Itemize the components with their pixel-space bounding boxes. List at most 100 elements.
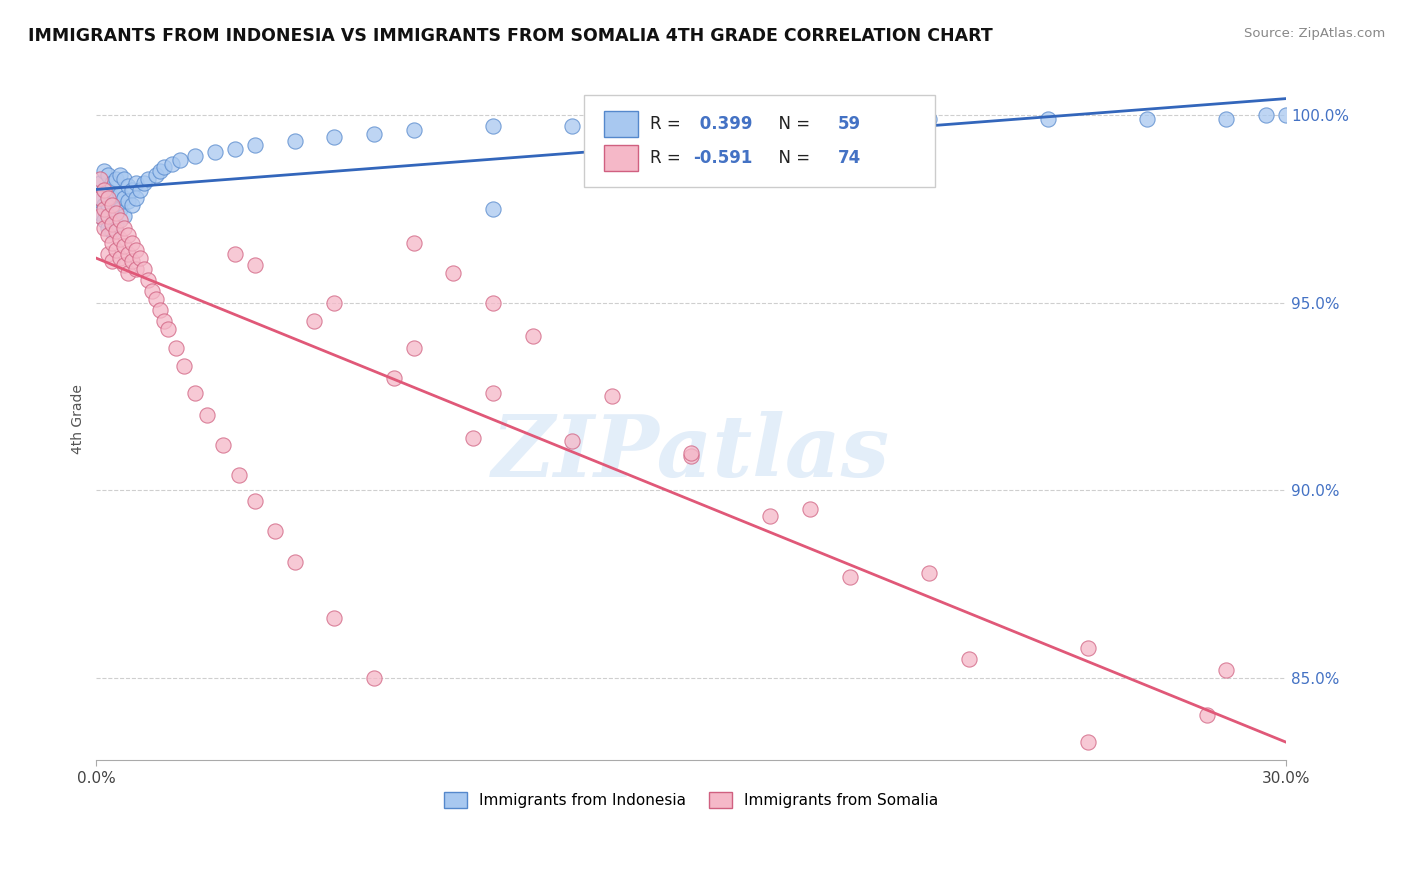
Point [145, 292, 167, 306]
Point [112, 190, 135, 204]
Point [1256, 108, 1278, 122]
Point [89, 205, 111, 219]
Point [117, 266, 139, 280]
Point [117, 228, 139, 243]
Point [97, 228, 120, 243]
Point [121, 183, 143, 197]
Point [89, 190, 111, 204]
Point [101, 176, 124, 190]
Point [108, 251, 131, 265]
Point [141, 285, 163, 299]
Point [125, 243, 148, 257]
Point [117, 247, 139, 261]
Point [918, 566, 941, 580]
Point [93, 213, 115, 227]
Point [482, 120, 505, 134]
Point [108, 213, 131, 227]
Text: 59: 59 [838, 115, 860, 133]
Point [97, 168, 120, 182]
Point [101, 254, 124, 268]
Point [145, 168, 167, 182]
Point [561, 434, 583, 449]
Point [441, 266, 464, 280]
Point [1215, 663, 1237, 677]
Point [93, 202, 115, 216]
FancyBboxPatch shape [605, 111, 638, 136]
Point [228, 468, 250, 483]
Point [173, 359, 195, 374]
Point [561, 120, 583, 134]
Text: IMMIGRANTS FROM INDONESIA VS IMMIGRANTS FROM SOMALIA 4TH GRADE CORRELATION CHART: IMMIGRANTS FROM INDONESIA VS IMMIGRANTS … [28, 27, 993, 45]
Text: 74: 74 [838, 149, 860, 167]
Point [121, 198, 143, 212]
Point [93, 183, 115, 197]
Point [89, 209, 111, 223]
Point [105, 243, 128, 257]
Point [101, 217, 124, 231]
Point [156, 322, 179, 336]
Point [97, 220, 120, 235]
Point [165, 341, 187, 355]
Point [97, 247, 120, 261]
Point [212, 438, 235, 452]
Point [799, 502, 821, 516]
Point [105, 202, 128, 216]
Point [600, 389, 623, 403]
Point [105, 205, 128, 219]
Point [184, 149, 207, 163]
Point [402, 235, 425, 250]
Point [117, 194, 139, 209]
Text: Source: ZipAtlas.com: Source: ZipAtlas.com [1244, 27, 1385, 40]
Point [402, 123, 425, 137]
Point [112, 171, 135, 186]
Point [105, 217, 128, 231]
Point [101, 205, 124, 219]
Point [195, 408, 218, 422]
Point [243, 494, 266, 508]
Point [112, 258, 135, 272]
Point [1195, 708, 1218, 723]
Point [152, 314, 174, 328]
Point [323, 295, 346, 310]
Point [482, 385, 505, 400]
Point [93, 164, 115, 178]
Point [121, 254, 143, 268]
Point [112, 220, 135, 235]
Point [482, 202, 505, 216]
Point [1275, 108, 1298, 122]
Point [1215, 112, 1237, 126]
Point [284, 554, 307, 568]
Point [108, 168, 131, 182]
Point [799, 115, 821, 129]
Point [136, 171, 159, 186]
Point [101, 190, 124, 204]
Text: N =: N = [769, 149, 815, 167]
Point [224, 142, 246, 156]
Point [152, 161, 174, 175]
Point [125, 190, 148, 204]
Point [112, 209, 135, 223]
Point [117, 179, 139, 194]
Point [243, 138, 266, 153]
Point [1036, 112, 1059, 126]
Point [105, 224, 128, 238]
Point [93, 183, 115, 197]
Point [108, 186, 131, 201]
Point [101, 198, 124, 212]
Point [125, 176, 148, 190]
Point [132, 176, 155, 190]
Point [149, 303, 172, 318]
Point [363, 127, 385, 141]
Point [101, 224, 124, 238]
Point [879, 145, 901, 160]
Point [1077, 734, 1099, 748]
Point [129, 251, 152, 265]
Point [169, 153, 191, 167]
Point [759, 509, 782, 524]
Point [681, 115, 703, 129]
Point [132, 261, 155, 276]
Point [105, 171, 128, 186]
Point [97, 183, 120, 197]
Point [838, 569, 860, 583]
Point [136, 273, 159, 287]
